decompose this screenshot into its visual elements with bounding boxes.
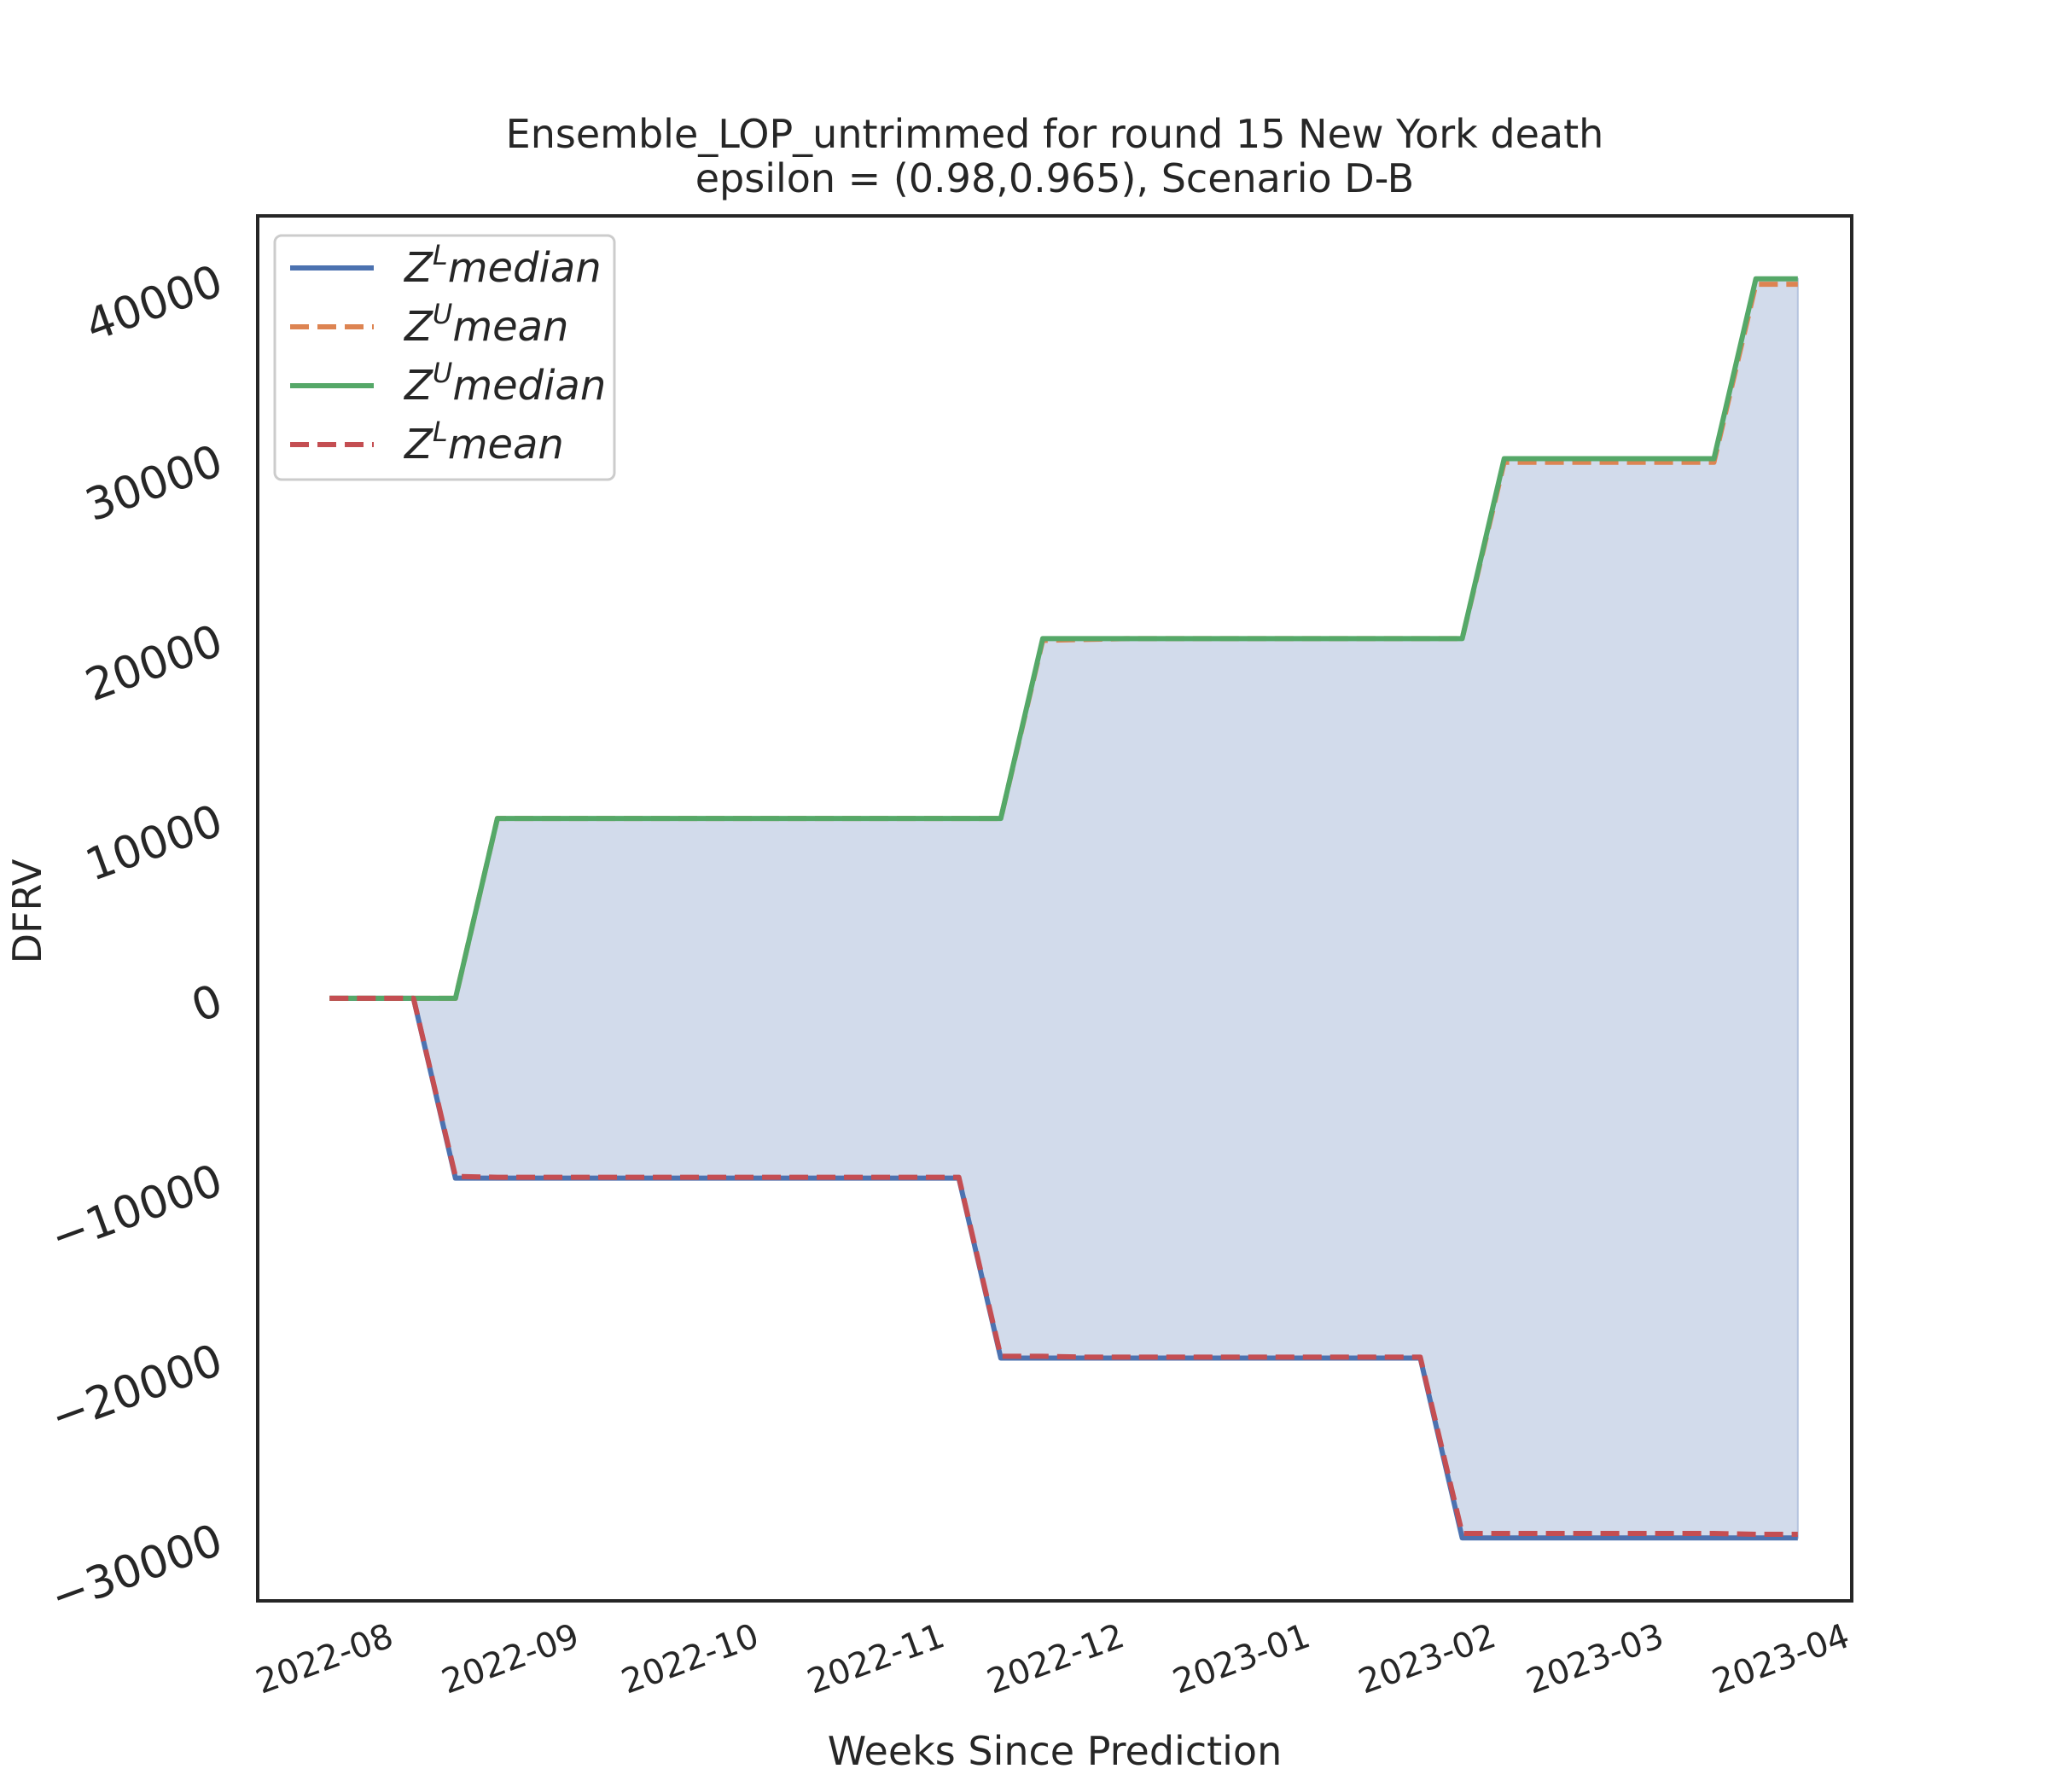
legend-entry-label: ZLmedian xyxy=(403,239,602,292)
legend: ZLmedian ZUmean ZUmedian ZLmean xyxy=(273,234,616,481)
legend-entry-label: ZLmean xyxy=(403,416,564,468)
x-axis-label: Weeks Since Prediction xyxy=(828,1728,1282,1774)
legend-entry-label: ZUmean xyxy=(403,298,568,351)
chart-title: Ensemble_LOP_untrimmed for round 15 New … xyxy=(506,111,1604,157)
y-axis-label: DFRV xyxy=(4,858,50,963)
series-line-z-l-mean xyxy=(329,995,1798,1538)
legend-entry-label: ZUmedian xyxy=(403,357,606,410)
plot-frame xyxy=(256,214,1853,1603)
legend-box xyxy=(273,234,616,481)
chart-subtitle: epsilon = (0.98,0.965), Scenario D-B xyxy=(695,155,1415,201)
series-line-z-u-median xyxy=(329,276,1798,1001)
plot-area xyxy=(329,276,1799,1541)
